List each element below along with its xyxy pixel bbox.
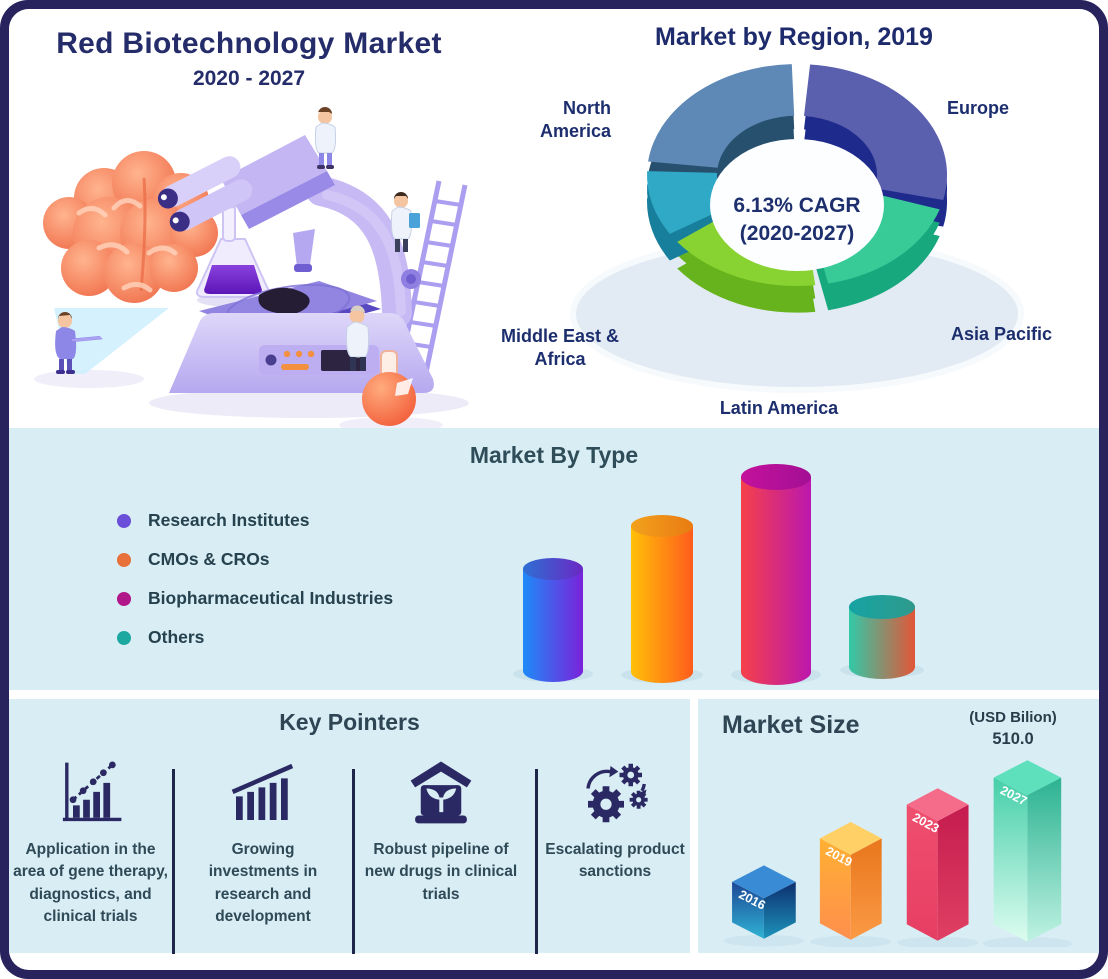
bar-others bbox=[849, 595, 915, 679]
legend-dot-research-institutes bbox=[117, 513, 131, 528]
divider bbox=[352, 769, 355, 954]
key-pointer-text: Application in the area of gene therapy,… bbox=[13, 841, 168, 926]
legend-label: Biopharmaceutical Industries bbox=[148, 588, 394, 608]
region-chart-title: Market by Region, 2019 bbox=[655, 23, 933, 51]
market-size-top-value: 510.0 bbox=[992, 730, 1034, 748]
key-pointer-text: Escalating product sanctions bbox=[545, 841, 685, 881]
legend-label: Research Institutes bbox=[148, 510, 310, 530]
ground-shadow bbox=[34, 370, 144, 388]
hero-illustration bbox=[34, 107, 469, 428]
hologram-beam bbox=[54, 308, 169, 374]
key-pointer-item: Application in the area of gene therapy,… bbox=[13, 757, 168, 929]
type-legend: Research Institutes CMOs & CROs Biopharm… bbox=[117, 508, 393, 664]
top-section: Red Biotechnology Market 2020 - 2027 bbox=[9, 9, 1099, 428]
bar-2023: 2023 bbox=[906, 788, 969, 941]
market-by-type-section: Market By Type Research Institutes CMOs … bbox=[9, 428, 1099, 690]
type-bar-chart bbox=[513, 464, 924, 685]
bar-2019: 2019 bbox=[819, 821, 882, 940]
key-pointer-text: Robust pipeline of new drugs in clinical… bbox=[364, 841, 518, 903]
pie-label-north-america: North America bbox=[539, 98, 611, 142]
legend-item: Others bbox=[117, 625, 393, 650]
key-pointer-text: Growing investments in research and deve… bbox=[208, 841, 318, 926]
bar-research-institutes bbox=[523, 558, 583, 682]
cagr-period: (2020-2027) bbox=[740, 222, 854, 245]
round-flask bbox=[362, 350, 416, 426]
bar-2027: 2027 bbox=[993, 760, 1062, 942]
growth-bars-icon bbox=[231, 763, 294, 820]
divider bbox=[535, 769, 538, 954]
region-donut-chart: 6.13% CAGR (2020-2027) bbox=[570, 64, 1024, 393]
market-size-bar-chart: 2016 2019 2023 2027 bbox=[723, 760, 1072, 947]
legend-label: Others bbox=[148, 627, 205, 647]
key-pointers-section: Key Pointers Application in the area of … bbox=[9, 699, 690, 954]
legend-item: CMOs & CROs bbox=[117, 547, 393, 572]
page-title: Red Biotechnology Market bbox=[56, 27, 442, 60]
donut-center bbox=[710, 139, 884, 271]
gears-icon bbox=[586, 763, 648, 823]
key-pointer-item: Growing investments in research and deve… bbox=[187, 757, 339, 929]
market-size-title: Market Size bbox=[722, 711, 860, 739]
market-by-type-title: Market By Type bbox=[469, 442, 639, 468]
legend-dot-others bbox=[117, 630, 131, 645]
divider bbox=[172, 769, 175, 954]
legend-item: Research Institutes bbox=[117, 508, 393, 533]
scientist-figure bbox=[55, 312, 103, 374]
scientist-figure bbox=[346, 305, 370, 371]
market-size-unit: (USD Bilion) bbox=[969, 709, 1057, 726]
pie-label-latin-america: Latin America bbox=[719, 398, 839, 418]
chart-trend-icon bbox=[62, 761, 121, 822]
pie-label-asia-pacific: Asia Pacific bbox=[951, 324, 1053, 344]
cagr-value: 6.13% CAGR bbox=[733, 194, 860, 217]
pie-label-europe: Europe bbox=[947, 98, 1010, 118]
key-pointer-item: Escalating product sanctions bbox=[545, 757, 685, 884]
legend-dot-biopharma bbox=[117, 591, 131, 606]
key-pointers-title: Key Pointers bbox=[279, 709, 420, 735]
scientist-figure bbox=[390, 192, 420, 252]
scientist-figure bbox=[314, 107, 337, 169]
bar-2016: 2016 bbox=[732, 865, 796, 939]
pie-label-middle-east-africa: Middle East & Africa bbox=[500, 326, 620, 370]
bar-cmos-cros bbox=[631, 515, 693, 683]
infographic-canvas: Red Biotechnology Market 2020 - 2027 bbox=[9, 9, 1099, 970]
page-subtitle: 2020 - 2027 bbox=[192, 67, 306, 90]
region-chart-panel: 6.13% CAGR (2020-2027) Market by Region,… bbox=[489, 9, 1099, 428]
key-pointer-item: Robust pipeline of new drugs in clinical… bbox=[361, 757, 521, 906]
greenhouse-icon bbox=[410, 761, 472, 824]
legend-item: Biopharmaceutical Industries bbox=[117, 586, 393, 611]
header-block: Red Biotechnology Market 2020 - 2027 bbox=[9, 9, 489, 428]
market-size-section: Market Size (USD Bilion) 510.0 bbox=[698, 699, 1099, 953]
bar-biopharmaceutical-industries bbox=[741, 464, 811, 685]
legend-label: CMOs & CROs bbox=[148, 549, 270, 569]
legend-dot-cmos-cros bbox=[117, 552, 131, 567]
